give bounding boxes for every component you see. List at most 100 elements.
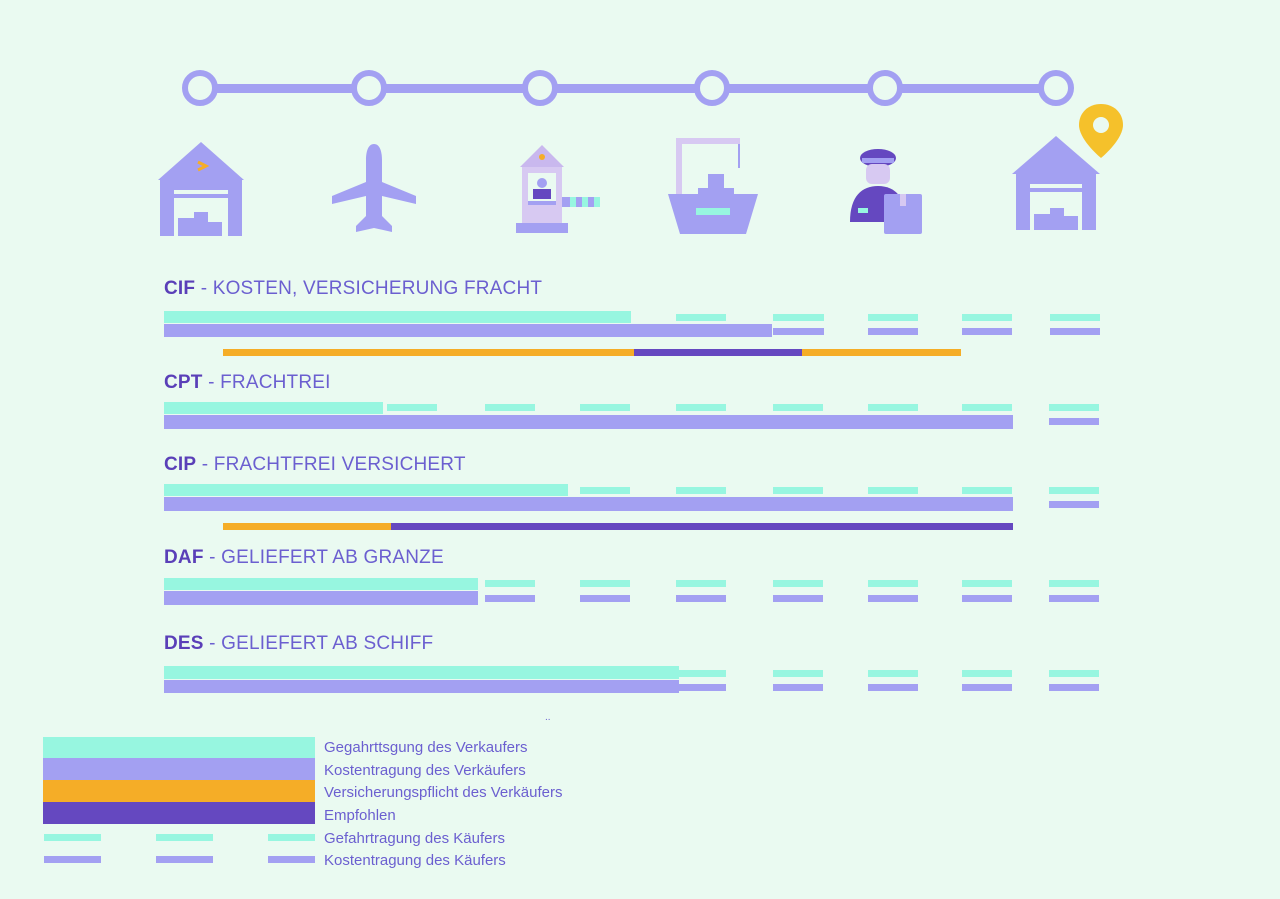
buyer-risk-dash [868,487,918,494]
legend-dash-buyer-risk [44,834,101,841]
legend-label-recommended: Empfohlen [324,807,396,824]
legend-label-seller-cost: Kostentragung des Verkäufers [324,762,526,779]
buyer-cost-dash [868,595,918,602]
destination-warehouse-icon [1012,136,1100,230]
buyer-risk-dash [679,670,726,677]
row-code: DAF [164,547,204,568]
seller-cost-bar [164,415,1013,429]
row-title-daf: DAF - GELIEFERT AB GRANZE [164,547,444,569]
row-label: - KOSTEN, VERSICHERUNG FRACHT [195,278,543,299]
legend-label-insurance: Versicherungspflicht des Verkäufers [324,784,563,801]
seller-risk-bar [164,484,568,496]
insurance-bar [223,523,391,530]
buyer-cost-dash [679,684,726,691]
buyer-cost-dash [962,684,1012,691]
buyer-risk-dash [962,487,1012,494]
warehouse-icon [158,142,244,236]
buyer-cost-dash [1049,595,1099,602]
legend-dash-buyer-risk [268,834,315,841]
footnote-mark: .. [545,712,551,723]
row-label: - FRACHTFREI VERSICHERT [196,454,466,475]
seller-risk-bar [164,311,631,323]
seller-risk-bar [164,402,383,414]
row-code: CIF [164,278,196,299]
buyer-cost-dash [1049,501,1099,508]
location-pin-icon [1079,104,1123,158]
buyer-cost-dash [962,595,1012,602]
buyer-risk-dash [773,670,823,677]
timeline-stop [351,70,387,106]
seller-cost-bar [164,680,679,693]
legend-swatch-seller-cost [43,758,315,780]
buyer-risk-dash [676,580,726,587]
legend-label-buyer-cost: Kostentragung des Käufers [324,852,506,869]
seller-cost-bar [164,591,478,605]
buyer-risk-dash [962,670,1012,677]
buyer-cost-dash [773,684,823,691]
buyer-risk-dash [1049,670,1099,677]
row-label: - GELIEFERT AB GRANZE [203,547,444,568]
legend-swatch-seller-risk [43,737,315,758]
row-title-cip: CIP - FRACHTFREI VERSICHERT [164,454,466,476]
buyer-cost-dash [1050,328,1100,335]
timeline-stop [182,70,218,106]
legend-swatch-recommended [43,802,315,824]
row-title-cpt: CPT - FRACHTREI [164,372,331,394]
legend-dash-buyer-risk [156,834,213,841]
buyer-risk-dash [868,314,918,321]
buyer-cost-dash [1049,418,1099,425]
row-title-cif: CIF - KOSTEN, VERSICHERUNG FRACHT [164,278,542,300]
buyer-risk-dash [773,404,823,411]
buyer-risk-dash [676,487,726,494]
buyer-cost-dash [485,595,535,602]
legend-swatch-insurance [43,780,315,802]
legend-dash-buyer-cost [44,856,101,863]
buyer-cost-dash [868,684,918,691]
buyer-risk-dash [580,487,630,494]
legend-label-seller-risk: Gegahrttsgung des Verkaufers [324,739,528,756]
recommended-bar [391,523,1013,530]
row-code: CIP [164,454,197,475]
customs-booth-icon [516,145,600,233]
seller-risk-bar [164,666,679,679]
buyer-risk-dash [580,580,630,587]
buyer-risk-dash [485,580,535,587]
insurance-bar [223,349,634,356]
buyer-risk-dash [773,314,824,321]
buyer-cost-dash [773,328,824,335]
legend-dash-buyer-cost [268,856,315,863]
buyer-cost-dash [868,328,918,335]
seller-risk-bar [164,578,478,590]
buyer-cost-dash [676,595,726,602]
row-code: DES [164,633,204,654]
timeline-stop [867,70,903,106]
courier-icon [850,149,922,234]
buyer-risk-dash [1049,487,1099,494]
seller-cost-bar [164,324,772,337]
buyer-risk-dash [773,580,823,587]
buyer-risk-dash [676,404,726,411]
buyer-risk-dash [1049,404,1099,411]
timeline-stop [522,70,558,106]
buyer-risk-dash [485,404,535,411]
buyer-cost-dash [773,595,823,602]
buyer-risk-dash [962,580,1012,587]
buyer-cost-dash [580,595,630,602]
legend-dash-buyer-cost [156,856,213,863]
recommended-bar [634,349,802,356]
row-code: CPT [164,372,203,393]
timeline-line [198,84,1058,93]
buyer-risk-dash [868,404,918,411]
buyer-risk-dash [773,487,823,494]
buyer-cost-dash [962,328,1012,335]
buyer-risk-dash [1050,314,1100,321]
buyer-cost-dash [1049,684,1099,691]
seller-cost-bar [164,497,1013,511]
buyer-risk-dash [580,404,630,411]
buyer-risk-dash [868,670,918,677]
buyer-risk-dash [962,314,1012,321]
buyer-risk-dash [868,580,918,587]
timeline-stop [694,70,730,106]
row-label: - GELIEFERT AB SCHIFF [203,633,434,654]
buyer-risk-dash [962,404,1012,411]
